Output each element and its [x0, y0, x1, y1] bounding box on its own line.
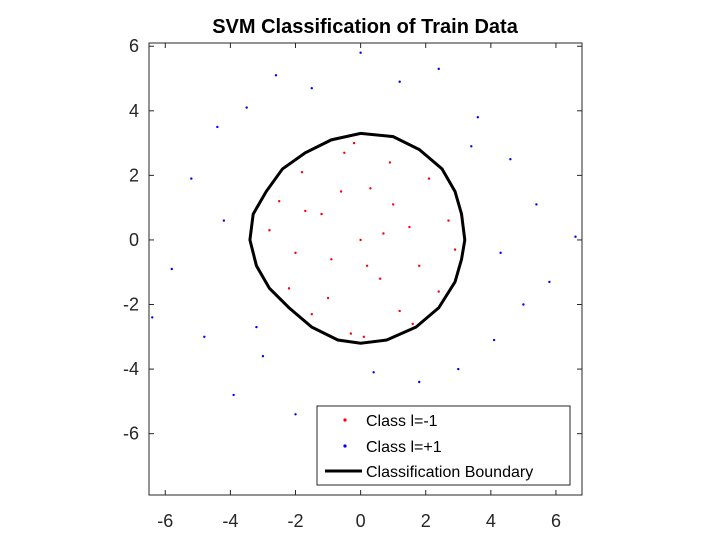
- red-point-29: [362, 335, 366, 338]
- y-tick-label-1: -4: [123, 359, 139, 379]
- red-point-9: [359, 238, 362, 242]
- red-point-24: [339, 190, 343, 193]
- blue-point-20: [522, 303, 525, 306]
- x-tick-label-5: 4: [486, 511, 496, 531]
- blue-point-18: [492, 338, 496, 342]
- blue-point-5: [245, 106, 248, 109]
- blue-point-17: [476, 116, 480, 119]
- red-point-11: [378, 277, 382, 280]
- blue-point-9: [310, 87, 313, 90]
- blue-point-6: [261, 354, 265, 358]
- y-tick-label-5: 4: [129, 101, 139, 121]
- class-minus-one-points: [268, 141, 457, 338]
- x-axis-ticks: -6 -4 -2 0 2 4 6: [157, 43, 561, 531]
- red-point-14: [408, 225, 411, 229]
- blue-point-28: [222, 219, 226, 222]
- legend: Class l=-1 Class l=+1 Classification Bou…: [316, 405, 571, 486]
- blue-point-27: [499, 251, 502, 255]
- blue-point-29: [372, 371, 375, 374]
- red-point-12: [388, 161, 392, 164]
- red-point-21: [326, 296, 330, 300]
- x-tick-label-3: 0: [356, 511, 366, 531]
- red-point-22: [365, 264, 369, 267]
- blue-point-21: [535, 203, 538, 206]
- classification-boundary: [248, 131, 467, 345]
- legend-label-class-plus-one: Class l=+1: [366, 439, 442, 456]
- y-tick-label-3: 0: [129, 230, 139, 250]
- legend-red-marker: [343, 418, 347, 422]
- y-axis-ticks: -6 -4 -2 0 2 4 6: [123, 36, 582, 444]
- legend-label-boundary: Classification Boundary: [366, 464, 533, 481]
- blue-point-23: [574, 235, 577, 238]
- blue-point-15: [437, 67, 440, 71]
- blue-point-8: [294, 413, 297, 416]
- red-point-0: [268, 229, 271, 232]
- y-tick-label-6: 6: [129, 36, 139, 56]
- x-tick-label-1: -4: [222, 511, 238, 531]
- red-point-10: [369, 187, 372, 190]
- y-tick-label-4: 2: [129, 165, 139, 185]
- red-point-27: [411, 322, 414, 326]
- red-point-8: [349, 332, 353, 335]
- red-point-17: [437, 290, 440, 293]
- red-point-16: [427, 177, 431, 180]
- blue-point-14: [418, 380, 421, 384]
- x-tick-label-0: -6: [157, 511, 173, 531]
- red-point-4: [310, 313, 313, 316]
- blue-point-16: [457, 367, 460, 371]
- red-point-2: [287, 287, 291, 290]
- red-point-25: [382, 232, 385, 235]
- blue-point-13: [398, 80, 401, 83]
- red-point-1: [278, 200, 281, 203]
- x-tick-label-2: -2: [287, 511, 303, 531]
- red-point-3: [300, 170, 304, 174]
- blue-point-25: [255, 325, 258, 329]
- red-point-15: [418, 264, 421, 267]
- red-point-26: [304, 209, 307, 213]
- red-point-13: [398, 309, 401, 313]
- blue-point-26: [470, 145, 473, 148]
- red-point-23: [391, 203, 395, 206]
- blue-point-7: [274, 74, 278, 77]
- red-point-5: [320, 212, 323, 216]
- red-point-20: [294, 251, 297, 255]
- red-point-18: [447, 219, 450, 222]
- blue-point-3: [216, 125, 219, 129]
- blue-point-2: [203, 335, 206, 338]
- legend-label-class-minus-one: Class l=-1: [366, 413, 438, 430]
- blue-point-19: [509, 158, 512, 161]
- blue-point-22: [548, 280, 551, 284]
- blue-point-1: [190, 177, 193, 180]
- blue-point-11: [359, 51, 362, 54]
- x-tick-label-4: 2: [421, 511, 431, 531]
- chart-title: SVM Classification of Train Data: [212, 16, 519, 38]
- y-tick-label-0: -6: [123, 424, 139, 444]
- red-point-28: [352, 141, 356, 145]
- blue-point-4: [232, 393, 235, 397]
- legend-blue-marker: [343, 444, 347, 448]
- x-tick-label-6: 6: [551, 511, 561, 531]
- blue-point-24: [151, 316, 154, 319]
- red-point-6: [330, 258, 333, 261]
- red-point-7: [343, 151, 346, 154]
- red-point-19: [453, 248, 457, 251]
- blue-point-0: [170, 267, 173, 271]
- y-tick-label-2: -2: [123, 295, 139, 315]
